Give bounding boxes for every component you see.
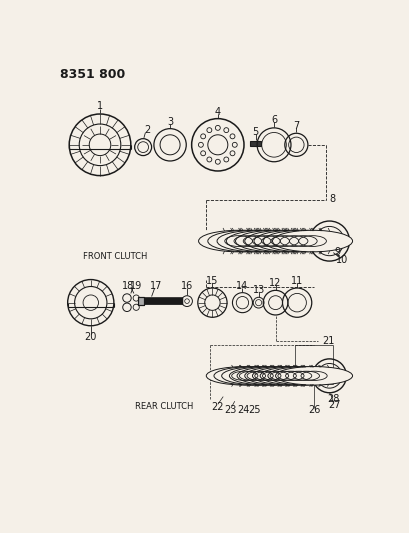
Text: 2: 2 (144, 125, 150, 135)
Ellipse shape (229, 367, 306, 385)
Ellipse shape (244, 230, 324, 252)
Text: 11: 11 (290, 276, 303, 286)
Ellipse shape (244, 367, 321, 385)
Ellipse shape (235, 230, 315, 252)
Ellipse shape (263, 230, 342, 252)
Text: 15: 15 (206, 276, 218, 286)
Ellipse shape (216, 230, 297, 252)
Text: 9: 9 (333, 247, 339, 257)
Text: 23: 23 (224, 406, 236, 415)
Text: 28: 28 (326, 394, 339, 404)
Text: 27: 27 (328, 400, 340, 410)
Text: 1: 1 (97, 101, 103, 111)
Text: 3: 3 (166, 117, 173, 127)
Text: 24: 24 (236, 406, 249, 415)
Text: 7: 7 (292, 120, 299, 131)
Text: 18: 18 (122, 281, 134, 290)
Ellipse shape (226, 230, 306, 252)
Ellipse shape (206, 367, 283, 385)
Ellipse shape (260, 367, 336, 385)
Text: 13: 13 (252, 285, 264, 295)
Ellipse shape (272, 230, 352, 252)
Text: 14: 14 (236, 281, 248, 290)
Text: 16: 16 (180, 281, 193, 290)
Ellipse shape (207, 230, 287, 252)
Bar (249, 141, 260, 146)
Text: 22: 22 (211, 401, 224, 411)
Text: FRONT CLUTCH: FRONT CLUTCH (83, 252, 147, 261)
Text: 8351 800: 8351 800 (60, 68, 125, 81)
Ellipse shape (275, 367, 352, 385)
Text: 6: 6 (270, 115, 276, 125)
Text: 8: 8 (329, 193, 335, 204)
Text: 4: 4 (214, 107, 220, 117)
Ellipse shape (267, 367, 344, 385)
Ellipse shape (236, 367, 313, 385)
Ellipse shape (252, 367, 329, 385)
Ellipse shape (198, 230, 278, 252)
Text: 17: 17 (150, 281, 162, 290)
Text: 25: 25 (248, 406, 261, 415)
Ellipse shape (221, 367, 298, 385)
Text: 26: 26 (307, 406, 319, 415)
Ellipse shape (254, 230, 333, 252)
Bar (137, 297, 144, 305)
Ellipse shape (213, 367, 290, 385)
Text: REAR CLUTCH: REAR CLUTCH (135, 402, 193, 411)
Text: 21: 21 (321, 336, 333, 346)
Text: 12: 12 (269, 278, 281, 288)
Text: 5: 5 (252, 127, 258, 137)
Text: 20: 20 (84, 332, 97, 342)
Text: 10: 10 (335, 255, 347, 264)
Text: 19: 19 (130, 281, 142, 290)
Bar (137, 297, 144, 305)
